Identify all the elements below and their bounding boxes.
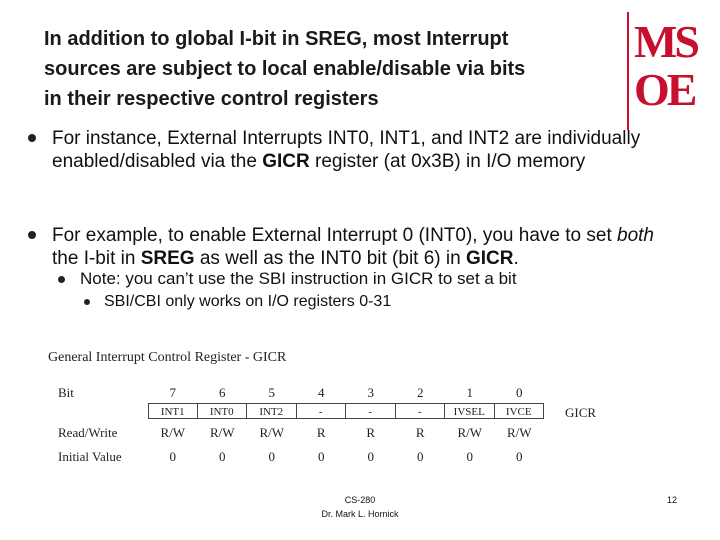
logo-line: OE bbox=[634, 64, 697, 115]
text: For example, to enable External Interrup… bbox=[52, 225, 617, 246]
text: as well as the INT0 bit (bit 6) in bbox=[194, 248, 466, 269]
bullet-marker bbox=[58, 276, 65, 283]
bit-name-cell: - bbox=[296, 403, 346, 419]
cell: R/W bbox=[506, 425, 532, 440]
bullet-marker bbox=[28, 231, 36, 239]
register-name: GICR bbox=[565, 405, 597, 420]
bit-name-cell: - bbox=[346, 403, 396, 419]
cell: 7 bbox=[169, 385, 177, 400]
cell: 0 bbox=[516, 385, 523, 400]
register-title: General Interrupt Control Register - GIC… bbox=[48, 350, 287, 365]
footer-author: Dr. Mark L. Hornick bbox=[321, 509, 399, 519]
text: . bbox=[513, 248, 519, 269]
cell: R/W bbox=[457, 425, 483, 440]
italic-text: both bbox=[617, 225, 654, 246]
cell: 0 bbox=[318, 449, 325, 464]
title-line: in their respective control registers bbox=[44, 88, 379, 110]
bit-name-cell: INT2 bbox=[247, 403, 297, 419]
title: In addition to global I-bit in SREG, mos… bbox=[44, 24, 525, 114]
cell: 5 bbox=[268, 385, 276, 400]
logo: MS OE bbox=[634, 18, 714, 114]
cell: R/W bbox=[160, 425, 186, 440]
bit-name-cell: IVCE bbox=[494, 403, 544, 419]
cell: 0 bbox=[466, 449, 474, 464]
text: register (at 0x3B) in I/O memory bbox=[309, 151, 586, 172]
cell: 2 bbox=[417, 385, 424, 400]
cell: 0 bbox=[417, 449, 424, 464]
cell: 0 bbox=[219, 449, 226, 464]
sub-sub-bullet: SBI/CBI only works on I/O registers 0-31 bbox=[104, 293, 392, 310]
row-label: Read/Write bbox=[58, 425, 118, 440]
bit-name-cell: INT1 bbox=[148, 403, 198, 419]
text: For instance, External Interrupts INT0, … bbox=[52, 128, 641, 172]
footer-course: CS-280 bbox=[344, 495, 376, 505]
cell: 0 bbox=[268, 449, 276, 464]
bold-text: GICR bbox=[465, 248, 514, 269]
logo-rule bbox=[627, 12, 629, 130]
cell: R/W bbox=[259, 425, 285, 440]
bold-text: SREG bbox=[140, 248, 195, 269]
cell: R bbox=[415, 425, 425, 440]
bit-name-cell: IVSEL bbox=[445, 403, 495, 419]
title-line: sources are subject to local enable/disa… bbox=[44, 58, 526, 80]
cell: 4 bbox=[318, 385, 325, 400]
bullet: For instance, External Interrupts INT0, … bbox=[52, 127, 670, 173]
bullet: For example, to enable External Interrup… bbox=[52, 224, 670, 270]
cell: 0 bbox=[516, 449, 523, 464]
cell: R bbox=[316, 425, 326, 440]
row-label: Bit bbox=[58, 385, 74, 400]
cell: R bbox=[366, 425, 376, 440]
bullet-marker bbox=[84, 299, 90, 305]
logo-line: MS bbox=[634, 16, 700, 67]
title-line: In addition to global I-bit in SREG, mos… bbox=[44, 28, 509, 50]
cell: 0 bbox=[367, 449, 375, 464]
cell: 0 bbox=[169, 449, 177, 464]
bit-name-cell: - bbox=[395, 403, 445, 419]
text: the I-bit in bbox=[52, 248, 141, 269]
row-label: Initial Value bbox=[58, 449, 122, 464]
cell: 3 bbox=[367, 385, 375, 400]
bullet-marker bbox=[28, 134, 36, 142]
cell: 6 bbox=[219, 385, 226, 400]
page-number: 12 bbox=[666, 495, 677, 505]
sub-bullet: Note: you can’t use the SBI instruction … bbox=[80, 269, 517, 288]
cell: 1 bbox=[466, 385, 474, 400]
bit-name-cell: INT0 bbox=[197, 403, 247, 419]
bold-text: GICR bbox=[262, 151, 310, 172]
cell: R/W bbox=[209, 425, 235, 440]
